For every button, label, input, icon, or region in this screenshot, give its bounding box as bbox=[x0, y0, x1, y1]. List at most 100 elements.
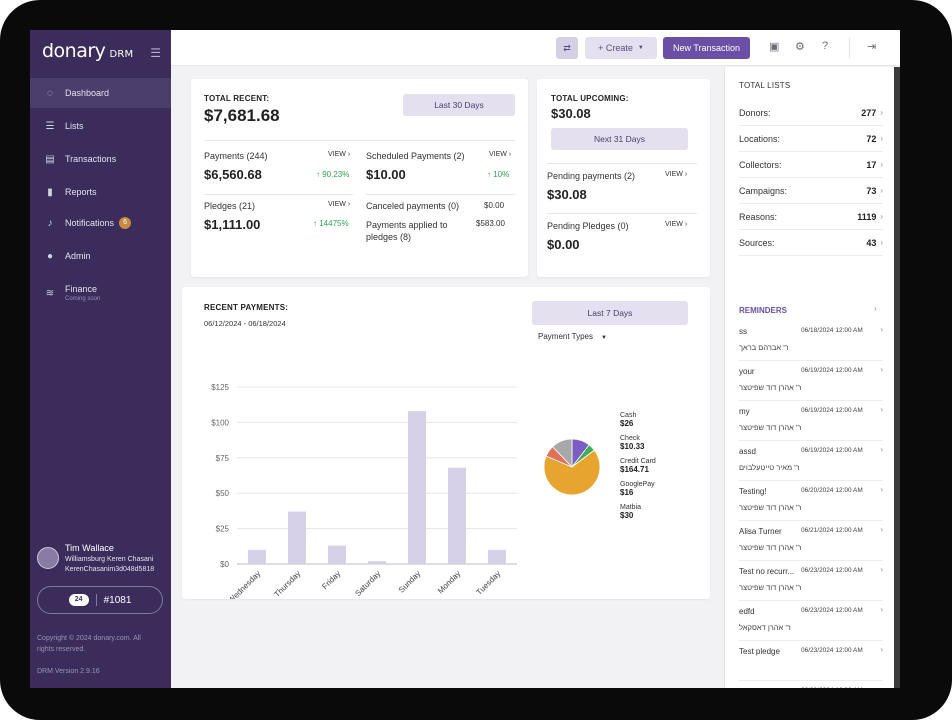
legend-label: Credit Card bbox=[620, 458, 656, 465]
pie-slice-matbia[interactable] bbox=[552, 438, 573, 468]
sidebar-item-admin[interactable]: ● Admin bbox=[30, 241, 171, 271]
reminder-item[interactable]: Test pledge 06/23/2024 12:00 AM › bbox=[739, 641, 883, 681]
x-tick-label: Sunday bbox=[397, 569, 423, 595]
arrow-up-icon: ↑ bbox=[487, 170, 491, 179]
app-screen: donary DRM ☰ ◌ Dashboard ☰ Lists ▤ Transacti… bbox=[30, 30, 900, 688]
user-icon: ● bbox=[46, 250, 54, 262]
bar-sunday[interactable] bbox=[408, 411, 426, 564]
reminder-date: 06/19/2024 12:00 AM bbox=[801, 367, 863, 374]
sidebar-item-notifications[interactable]: ♪ Notifications 6 bbox=[30, 208, 171, 238]
reminder-item[interactable]: edfd 06/23/2024 12:00 AM › ר' אהרן דאסקאל bbox=[739, 601, 883, 641]
reminder-item[interactable]: my 06/19/2024 12:00 AM › ר' אהרן דוד שפיטצר bbox=[739, 401, 883, 441]
pending-pledges-view-link[interactable]: VIEW › bbox=[665, 221, 688, 228]
bell-icon: ♪ bbox=[47, 217, 53, 229]
recent-payments-range: 06/12/2024 - 06/18/2024 bbox=[204, 319, 286, 328]
pending-payments-view-link[interactable]: VIEW › bbox=[665, 171, 688, 178]
arrow-up-icon: ↑ bbox=[313, 219, 317, 228]
payments-percent: ↑ 90.23% bbox=[316, 170, 350, 179]
sidebar-item-finance[interactable]: ≋ Finance Coming soon bbox=[30, 277, 171, 309]
bar-friday[interactable] bbox=[328, 545, 346, 564]
last-7-days-button[interactable]: Last 7 Days bbox=[532, 301, 688, 325]
menu-toggle-icon[interactable]: ☰ bbox=[150, 46, 161, 60]
total-upcoming-title: TOTAL UPCOMING: bbox=[551, 94, 629, 103]
user-profile[interactable]: Tim Wallace Williamsburg Keren Chasani K… bbox=[36, 541, 166, 581]
list-row-label: Locations: bbox=[739, 133, 781, 144]
logout-icon[interactable]: ⇥ bbox=[867, 41, 877, 53]
reminder-donor: ר' אהרן דוד שפיטצר bbox=[739, 543, 802, 552]
bar-tuesday[interactable] bbox=[488, 549, 506, 564]
coming-soon-label: Coming soon bbox=[65, 296, 101, 302]
chevron-right-icon: › bbox=[880, 108, 883, 117]
scheduled-view-link[interactable]: VIEW › bbox=[489, 151, 512, 158]
id-card-icon[interactable]: ▣ bbox=[769, 41, 780, 53]
pledges-view-link[interactable]: VIEW › bbox=[328, 201, 351, 208]
payments-view-link[interactable]: VIEW › bbox=[328, 151, 351, 158]
recent-payments-title: RECENT PAYMENTS: bbox=[204, 303, 289, 312]
reminder-item[interactable]: Testing! 06/20/2024 12:00 AM › ר' אהרן דוד … bbox=[739, 481, 883, 521]
chevron-right-icon: › bbox=[880, 405, 883, 414]
next-31-days-button[interactable]: Next 31 Days bbox=[551, 128, 688, 150]
x-tick-label: Tuesday bbox=[475, 569, 503, 597]
list-row-reasons[interactable]: Reasons: 1119 › bbox=[739, 204, 883, 230]
canceled-payments-label: Canceled payments (0) bbox=[366, 201, 460, 211]
account-id-pill[interactable]: 24 #1081 bbox=[37, 586, 163, 614]
pledges-amount: $1,111.00 bbox=[204, 217, 261, 232]
reminder-item[interactable]: assd 06/19/2024 12:00 AM › ר' מאיר טייטעלבו… bbox=[739, 441, 883, 481]
pending-pledges-label: Pending Pledges (0) bbox=[547, 221, 629, 231]
total-recent-title: TOTAL RECENT: bbox=[204, 94, 270, 103]
legend-label: Cash bbox=[620, 412, 636, 419]
settings-icon[interactable]: ⚙ bbox=[795, 41, 805, 53]
bar-thursday[interactable] bbox=[288, 511, 306, 564]
scrollbar[interactable] bbox=[894, 67, 900, 688]
reports-icon: ▮ bbox=[47, 186, 53, 198]
reminder-item[interactable]: Test no recurr... 06/23/2024 12:00 AM › ר' … bbox=[739, 561, 883, 601]
y-tick-label: $75 bbox=[216, 454, 230, 463]
reminder-item[interactable]: your 06/19/2024 12:00 AM › ר' אהרן דוד שפיט… bbox=[739, 361, 883, 401]
legend-value: $10.33 bbox=[620, 442, 645, 451]
sidebar-item-dashboard[interactable]: ◌ Dashboard bbox=[30, 78, 171, 108]
chevron-right-icon: › bbox=[880, 325, 883, 334]
sidebar-item-lists[interactable]: ☰ Lists bbox=[45, 120, 84, 132]
user-handle: KerenChasanim3d048d5818 bbox=[65, 566, 155, 573]
list-row-sources[interactable]: Sources: 43 › bbox=[739, 230, 883, 256]
reminder-item[interactable]: ss 06/18/2024 12:00 AM › ר' אברהם בראך bbox=[739, 321, 883, 361]
total-recent-amount: $7,681.68 bbox=[204, 106, 280, 125]
reminder-title: edfd bbox=[739, 607, 755, 616]
last-30-days-button[interactable]: Last 30 Days bbox=[403, 94, 515, 116]
list-row-locations[interactable]: Locations: 72 › bbox=[739, 126, 883, 152]
new-transaction-button[interactable]: New Transaction bbox=[663, 37, 750, 59]
chevron-down-icon: ▼ bbox=[637, 45, 644, 51]
total-upcoming-card: TOTAL UPCOMING: $30.08 Next 31 Days Pend… bbox=[537, 79, 710, 277]
create-button[interactable]: + Create ▼ bbox=[585, 37, 657, 59]
transactions-icon: ▤ bbox=[45, 153, 55, 165]
x-tick-label: Friday bbox=[320, 569, 342, 591]
brand-logo[interactable]: donary DRM bbox=[42, 40, 134, 62]
bar-saturday[interactable] bbox=[368, 561, 386, 564]
payment-types-dropdown[interactable]: Payment Types ▼ bbox=[538, 332, 607, 341]
reminder-date: 06/21/2024 12:00 AM bbox=[801, 527, 863, 534]
chevron-down-icon: ▼ bbox=[601, 335, 607, 341]
legend-value: $30 bbox=[620, 511, 634, 520]
sidebar-item-reports[interactable]: ▮ Reports bbox=[30, 177, 171, 207]
y-tick-label: $125 bbox=[211, 383, 229, 392]
list-row-donors[interactable]: Donors: 277 › bbox=[739, 100, 883, 126]
reminder-item[interactable]: Test attach pl...06/23/2024 12:00 AM›ר' … bbox=[739, 681, 883, 688]
x-tick-label: Monday bbox=[436, 569, 462, 595]
translate-icon[interactable]: ⇄ bbox=[556, 37, 578, 59]
list-row-campaigns[interactable]: Campaigns: 73 › bbox=[739, 178, 883, 204]
payments-amount: $6,560.68 bbox=[204, 167, 262, 182]
reminder-item[interactable]: Alisa Turner 06/21/2024 12:00 AM › ר' אהרן … bbox=[739, 521, 883, 561]
help-icon[interactable]: ? bbox=[822, 40, 829, 52]
bar-wednesday[interactable] bbox=[248, 549, 266, 564]
sidebar-item-transactions[interactable]: ▤ Transactions bbox=[45, 153, 117, 165]
reminders-chevron-icon[interactable]: › bbox=[874, 304, 877, 313]
reminder-donor: ר' אברהם בראך bbox=[739, 343, 789, 352]
list-row-collectors[interactable]: Collectors: 17 › bbox=[739, 152, 883, 178]
bar-monday[interactable] bbox=[448, 467, 466, 564]
list-row-label: Donors: bbox=[739, 107, 771, 118]
scheduled-payments-label: Scheduled Payments (2) bbox=[366, 151, 465, 161]
list-row-value: 277 bbox=[861, 107, 877, 118]
legend-value: $16 bbox=[620, 488, 634, 497]
payments-label: Payments (244) bbox=[204, 151, 268, 161]
total-upcoming-amount: $30.08 bbox=[551, 106, 591, 121]
